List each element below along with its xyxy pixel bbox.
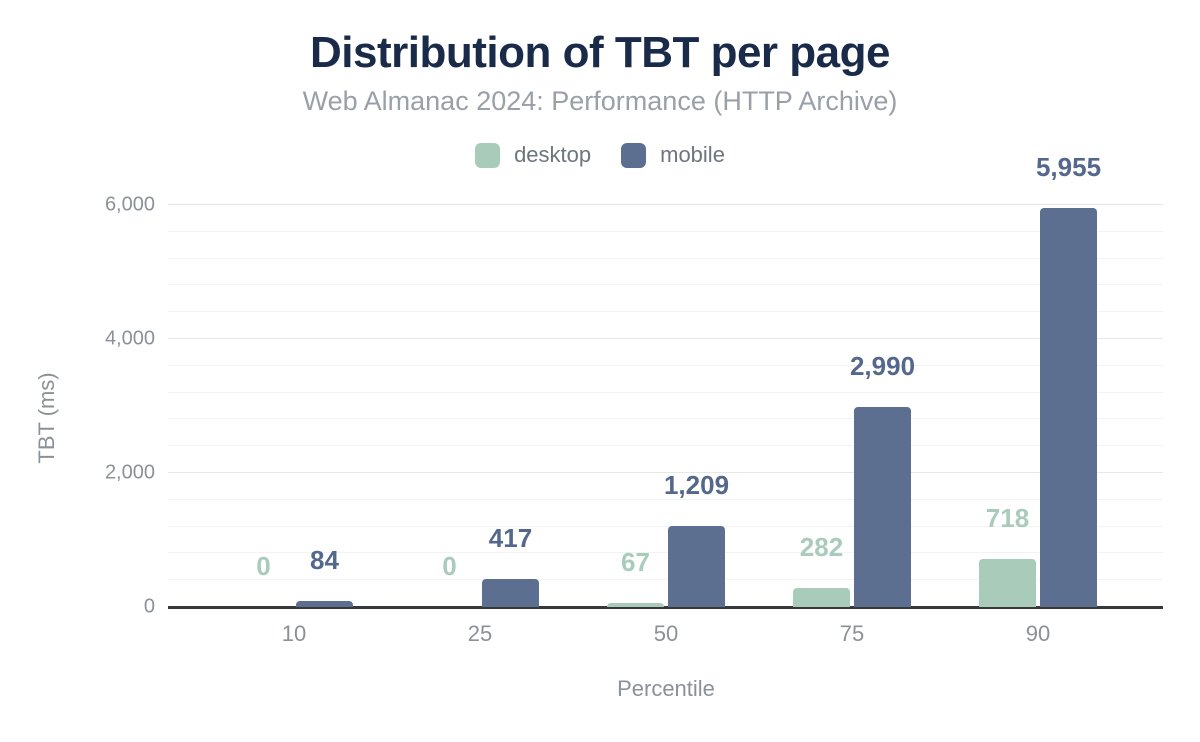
y-tick-label: 4,000 <box>104 327 155 350</box>
x-tick-label: 25 <box>467 621 493 646</box>
bar-group-p90: 718 5,955 <box>945 154 1131 607</box>
bar-mobile-p10[interactable] <box>296 601 353 607</box>
bar-desktop-p90[interactable] <box>979 558 1036 607</box>
bar-mobile-p75[interactable] <box>854 406 911 607</box>
minor-grid-line <box>168 552 1163 554</box>
bar-desktop-p75[interactable] <box>793 588 850 607</box>
y-tick-label: 0 <box>143 595 155 618</box>
chart-subtitle: Web Almanac 2024: Performance (HTTP Arch… <box>302 86 898 116</box>
minor-grid-line <box>168 284 1163 286</box>
bar-group-p50: 67 1,209 <box>573 205 759 607</box>
bar-groups: 0 84 0 417 67 1,209 282 2,990 718 5,955 <box>201 154 1131 607</box>
minor-grid-line <box>168 498 1163 500</box>
value-label-mobile-p90: 5,955 <box>1035 152 1102 183</box>
x-axis-title: Percentile <box>617 676 715 701</box>
value-label-mobile-p10: 84 <box>310 545 339 576</box>
minor-grid-line <box>168 311 1163 313</box>
y-tick-label: 6,000 <box>104 193 155 216</box>
value-label-desktop-p75: 282 <box>799 532 844 563</box>
bar-group-p25: 0 417 <box>387 205 573 607</box>
major-grid-line <box>168 471 1163 474</box>
major-grid-line <box>168 337 1163 340</box>
bar-mobile-p90[interactable] <box>1040 208 1097 607</box>
x-tick-label: 10 <box>281 621 307 646</box>
legend-label-desktop: desktop <box>514 142 592 167</box>
value-label-desktop-p25: 0 <box>442 551 457 581</box>
desktop-swatch-icon <box>475 142 501 168</box>
bar-mobile-p50[interactable] <box>668 526 725 607</box>
minor-grid-line <box>168 230 1163 232</box>
legend: desktop mobile <box>0 142 1200 168</box>
major-grid-line <box>168 203 1163 205</box>
value-label-desktop-p50: 67 <box>621 546 650 577</box>
plot-area <box>168 203 1163 607</box>
legend-label-mobile: mobile <box>660 142 725 167</box>
minor-grid-line <box>168 445 1163 447</box>
x-axis-line <box>168 606 1163 609</box>
x-tick-label: 50 <box>653 621 679 646</box>
minor-grid-line <box>168 391 1163 393</box>
minor-grid-line <box>168 257 1163 259</box>
value-label-desktop-p10: 0 <box>256 551 271 581</box>
value-label-mobile-p25: 417 <box>488 523 533 554</box>
mobile-swatch-icon <box>621 142 647 168</box>
bar-desktop-p50[interactable] <box>607 602 664 607</box>
x-tick-label: 90 <box>1025 621 1051 646</box>
bar-mobile-p25[interactable] <box>482 579 539 607</box>
minor-grid-line <box>168 364 1163 366</box>
bar-group-p75: 282 2,990 <box>759 205 945 607</box>
chart-title: Distribution of TBT per page <box>310 28 890 77</box>
value-label-mobile-p75: 2,990 <box>849 350 916 381</box>
minor-grid-line <box>168 418 1163 420</box>
value-label-mobile-p50: 1,209 <box>663 470 730 500</box>
value-label-desktop-p90: 718 <box>985 502 1030 533</box>
minor-grid-line <box>168 525 1163 527</box>
legend-item-desktop[interactable]: desktop <box>475 142 591 168</box>
minor-grid-line <box>168 579 1163 581</box>
legend-item-mobile[interactable]: mobile <box>621 142 725 168</box>
y-axis-title: TBT (ms) <box>34 372 59 464</box>
y-tick-label: 2,000 <box>104 461 155 484</box>
x-axis-labels: 10 25 50 75 90 <box>201 621 1131 647</box>
x-tick-label: 75 <box>839 621 865 646</box>
bar-group-p10: 0 84 <box>201 205 387 607</box>
